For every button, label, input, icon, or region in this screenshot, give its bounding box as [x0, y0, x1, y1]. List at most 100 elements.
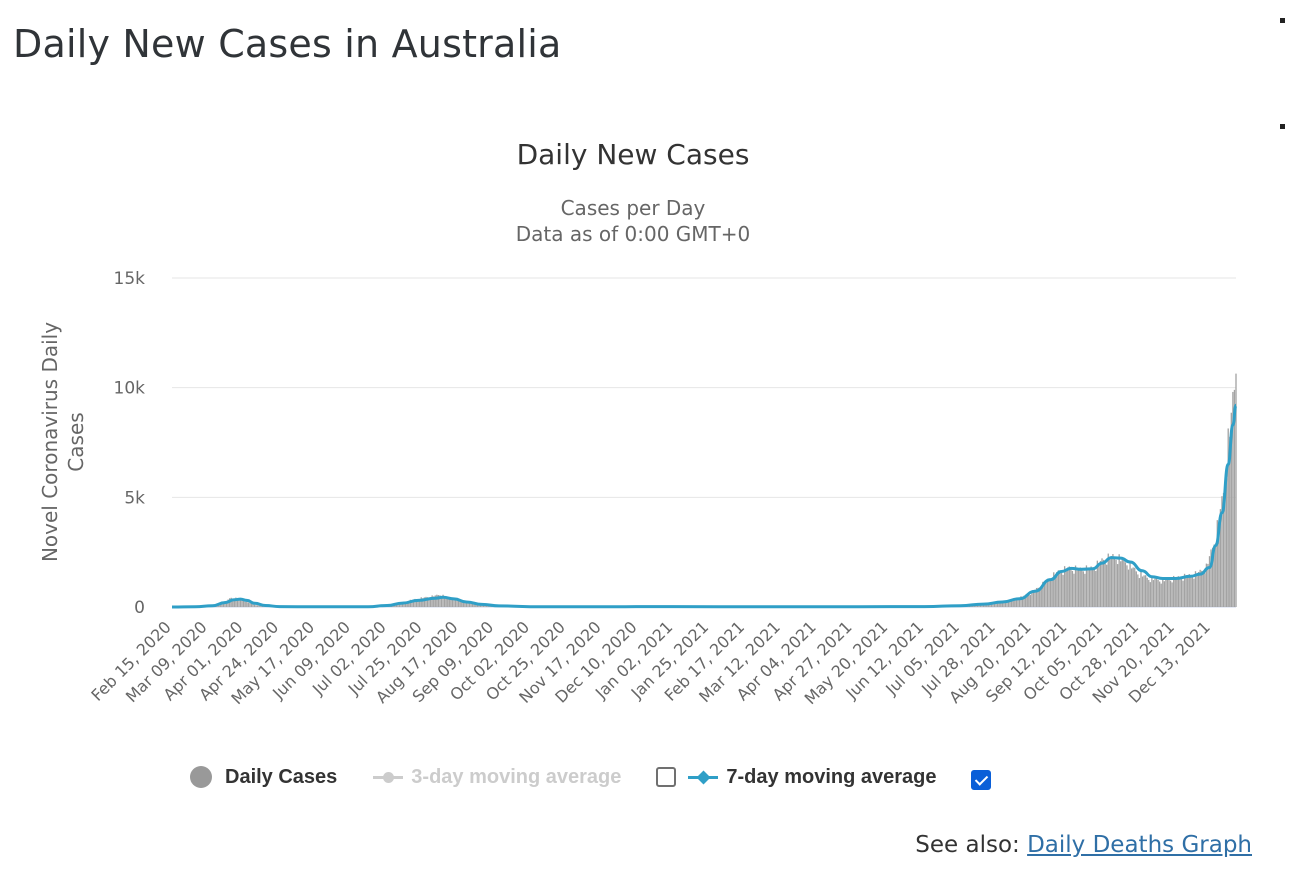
daily-cases-bar: [1185, 577, 1187, 607]
daily-cases-bar: [1095, 571, 1097, 607]
daily-cases-bar: [1221, 496, 1223, 607]
daily-cases-bar: [429, 597, 432, 607]
daily-cases-bar: [996, 602, 999, 607]
daily-cases-bar: [1141, 576, 1144, 607]
daily-cases-bar: [1076, 570, 1078, 607]
daily-cases-bar: [1165, 579, 1167, 607]
daily-cases-bar: [1112, 554, 1114, 607]
daily-cases-bar: [1092, 568, 1094, 607]
daily-cases-bar: [417, 599, 419, 607]
daily-cases-bar: [440, 596, 443, 607]
daily-cases-bar: [252, 604, 254, 607]
daily-cases-bar: [1123, 558, 1125, 607]
daily-cases-bar: [1000, 602, 1002, 607]
daily-cases-bar: [232, 598, 234, 607]
daily-cases-bar: [1004, 601, 1007, 607]
daily-cases-bar: [230, 597, 232, 607]
daily-cases-bar: [1003, 601, 1005, 607]
daily-cases-bar: [1071, 570, 1074, 607]
daily-cases-bar: [219, 603, 221, 607]
daily-cases-bar: [1021, 596, 1024, 607]
daily-cases-bar: [1063, 566, 1066, 607]
daily-cases-bar: [1090, 566, 1092, 607]
daily-cases-bar: [409, 599, 412, 607]
daily-cases-bar: [1096, 560, 1099, 607]
daily-cases-bar: [436, 594, 438, 607]
daily-cases-bar: [461, 601, 463, 607]
daily-cases-bar: [1106, 564, 1108, 607]
daily-cases-bar: [242, 600, 245, 607]
daily-cases-bar: [1025, 594, 1027, 607]
daily-cases-bar: [1077, 568, 1080, 607]
daily-cases-bar: [1099, 561, 1102, 607]
daily-cases-bar: [1042, 581, 1044, 607]
corner-dot-2: [1280, 124, 1285, 129]
daily-cases-bar: [1026, 594, 1028, 607]
daily-cases-bar: [484, 605, 486, 607]
daily-cases-bar: [1124, 562, 1127, 607]
daily-cases-bar: [1230, 412, 1232, 607]
daily-cases-bar: [1193, 578, 1195, 607]
daily-cases-bar: [423, 597, 426, 607]
daily-cases-bar: [1034, 589, 1036, 607]
daily-cases-bar: [411, 600, 413, 607]
daily-deaths-graph-link[interactable]: Daily Deaths Graph: [1027, 832, 1252, 858]
daily-cases-bar: [224, 601, 226, 607]
daily-cases-bar: [250, 603, 253, 607]
daily-cases-bar: [1098, 564, 1100, 607]
daily-cases-bar: [1110, 556, 1113, 607]
daily-cases-bar: [433, 596, 435, 607]
daily-cases-bar: [443, 596, 446, 607]
daily-cases-bar: [470, 603, 472, 607]
daily-cases-bar: [1084, 573, 1086, 607]
toggle-3day-average-checkbox[interactable]: [656, 767, 677, 787]
daily-cases-bar: [1107, 553, 1109, 607]
daily-cases-bar: [1109, 559, 1111, 607]
daily-cases-bar: [1138, 578, 1141, 607]
daily-cases-bar: [1060, 572, 1063, 607]
daily-cases-bar: [1218, 524, 1220, 607]
daily-cases-bar: [236, 598, 239, 607]
daily-cases-bar: [1082, 571, 1084, 607]
legend-daily-cases[interactable]: Daily Cases: [190, 766, 337, 789]
y-tick-label: 10k: [114, 379, 146, 399]
toggle-7day-average-checkbox[interactable]: [971, 770, 992, 790]
daily-cases-bar: [1224, 483, 1226, 607]
y-axis-title: Novel Coronavirus Daily Cases: [38, 322, 88, 562]
daily-cases-bar: [453, 598, 455, 607]
daily-cases-bar: [1032, 591, 1035, 607]
daily-cases-bar: [255, 605, 257, 607]
daily-cases-bar: [244, 601, 246, 607]
daily-cases-bar: [1197, 571, 1200, 607]
daily-cases-bar: [1068, 566, 1070, 607]
daily-cases-bar: [426, 597, 429, 607]
daily-cases-bar: [1166, 578, 1169, 607]
daily-cases-bar: [1137, 574, 1139, 607]
legend-3day-average[interactable]: 3-day moving average: [373, 766, 621, 789]
daily-cases-bar: [1029, 595, 1032, 607]
legend-7day-average[interactable]: 7-day moving average: [688, 766, 936, 789]
daily-cases-bar: [431, 595, 433, 607]
daily-cases-bar: [1020, 596, 1022, 607]
daily-cases-bar: [1009, 600, 1011, 607]
daily-cases-bar: [472, 603, 474, 607]
y-axis-title-line: Cases: [64, 412, 88, 471]
line-layer: [171, 403, 1238, 609]
daily-cases-bar: [475, 603, 477, 607]
daily-cases-bar: [1157, 579, 1159, 607]
daily-cases-bar: [1188, 574, 1190, 607]
daily-cases-bar: [1127, 569, 1130, 607]
daily-cases-bar: [422, 598, 424, 607]
daily-cases-bar: [1059, 571, 1061, 607]
daily-cases-bar: [1045, 580, 1047, 607]
daily-cases-bar: [1054, 575, 1056, 607]
daily-cases-bar: [476, 604, 478, 607]
daily-cases-bar: [222, 602, 225, 607]
daily-cases-bar: [473, 604, 475, 607]
daily-cases-bar: [464, 601, 466, 607]
daily-cases-bar: [1235, 373, 1237, 607]
daily-cases-bar: [1187, 575, 1189, 607]
daily-cases-bar: [1023, 595, 1025, 607]
daily-cases-bar: [1171, 582, 1173, 607]
daily-cases-bar: [456, 599, 458, 607]
